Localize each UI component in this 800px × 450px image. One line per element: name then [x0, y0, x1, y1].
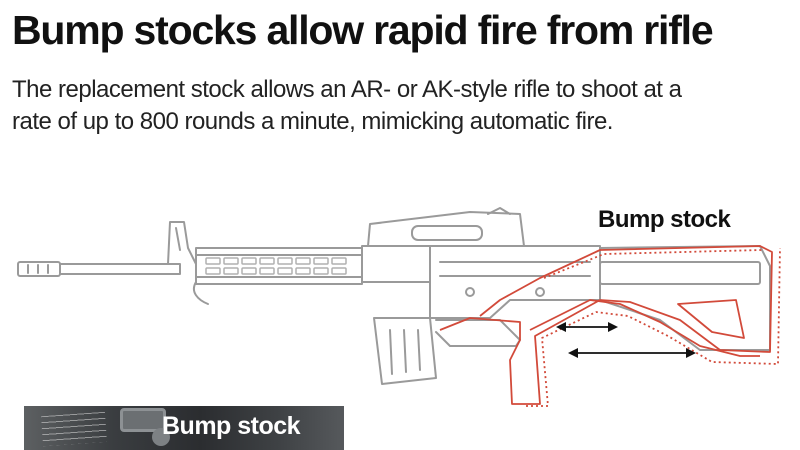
barrel — [59, 263, 181, 275]
bump-stock-outline — [439, 245, 781, 407]
page-title: Bump stocks allow rapid fire from rifle — [12, 7, 714, 53]
bump-stock-grip — [439, 245, 773, 405]
magazine — [373, 317, 437, 385]
subtitle-line-1: The replacement stock allows an AR- or A… — [12, 76, 682, 103]
receiver-engraving — [41, 411, 107, 447]
rifle-diagram — [17, 207, 781, 407]
bump-stock-photo — [24, 406, 344, 450]
photo-label: Bump stock — [162, 412, 301, 440]
handguard — [195, 247, 363, 285]
handguard-vents — [205, 257, 347, 275]
upper-receiver — [361, 245, 431, 283]
sling-loop — [192, 281, 209, 305]
subtitle: The replacement stock allows an AR- or A… — [12, 74, 792, 138]
carry-handle — [367, 211, 525, 247]
bump-stock-callout: Bump stock — [598, 206, 731, 233]
buffer-tube — [599, 261, 761, 285]
rifle-outline — [17, 207, 771, 385]
front-sight — [167, 221, 197, 265]
photo-part-knob — [152, 428, 170, 446]
trigger-guard — [435, 319, 521, 347]
motion-arrows — [556, 322, 696, 358]
subtitle-line-2: rate of up to 800 rounds a minute, mimic… — [12, 108, 613, 135]
